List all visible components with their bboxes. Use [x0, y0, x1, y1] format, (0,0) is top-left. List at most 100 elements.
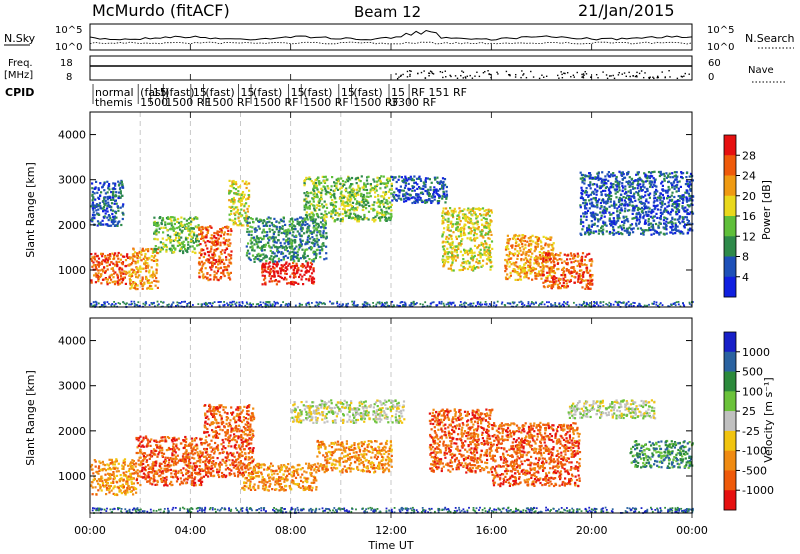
- data-cell: [270, 246, 273, 249]
- data-cell: [657, 224, 660, 227]
- data-cell: [350, 217, 353, 220]
- data-cell: [350, 194, 353, 197]
- data-cell: [455, 221, 458, 224]
- data-cell: [152, 272, 155, 275]
- data-cell: [223, 274, 226, 278]
- data-cell: [443, 193, 446, 196]
- data-cell: [419, 187, 422, 190]
- data-cell: [231, 198, 234, 201]
- data-cell: [95, 255, 99, 258]
- data-cell: [108, 183, 111, 186]
- data-cell: [313, 186, 316, 189]
- data-cell: [599, 201, 602, 205]
- data-cell: [530, 242, 533, 245]
- data-cell: [578, 263, 581, 266]
- data-cell: [443, 178, 447, 181]
- data-cell: [480, 229, 484, 232]
- data-cell: [238, 200, 241, 204]
- data-cell: [183, 217, 186, 220]
- data-cell: [650, 233, 653, 236]
- data-cell: [293, 264, 297, 267]
- data-cell: [589, 193, 593, 196]
- data-cell: [471, 259, 474, 262]
- data-cell: [653, 194, 656, 197]
- data-cell: [101, 185, 104, 188]
- data-cell: [244, 211, 247, 214]
- data-cell: [385, 210, 388, 213]
- data-cell: [653, 197, 656, 200]
- data-cell: [121, 255, 125, 258]
- nave-tick-top: 60: [708, 58, 721, 69]
- data-cell: [679, 232, 682, 235]
- data-cell: [153, 216, 156, 219]
- data-cell: [389, 213, 392, 216]
- data-cell: [275, 265, 278, 268]
- data-cell: [368, 204, 371, 208]
- data-cell: [590, 264, 593, 267]
- data-cell: [158, 216, 162, 219]
- data-cell: [487, 226, 490, 229]
- data-cell: [468, 221, 471, 224]
- data-cell: [478, 260, 481, 263]
- data-cell: [325, 257, 328, 260]
- data-cell: [471, 252, 474, 255]
- data-cell: [107, 254, 110, 257]
- data-cell: [643, 202, 646, 205]
- data-cell: [165, 250, 168, 253]
- data-cell: [128, 278, 131, 281]
- data-cell: [641, 232, 645, 235]
- data-cell: [604, 186, 607, 189]
- data-cell: [644, 180, 647, 183]
- data-cell: [174, 231, 178, 234]
- data-cell: [596, 204, 599, 207]
- data-cell: [100, 252, 103, 255]
- data-cell: [617, 213, 620, 216]
- data-cell: [530, 239, 533, 242]
- data-cell: [278, 246, 281, 249]
- data-cell: [176, 240, 179, 243]
- data-cell: [590, 198, 593, 201]
- data-cell: [687, 183, 690, 186]
- data-cell: [529, 272, 532, 275]
- data-cell: [191, 236, 194, 239]
- data-cell: [358, 204, 361, 207]
- data-cell: [118, 260, 121, 263]
- nave-mark: [420, 71, 423, 74]
- data-cell: [320, 196, 323, 199]
- data-cell: [686, 208, 689, 211]
- data-cell: [97, 208, 100, 211]
- data-cell: [548, 284, 551, 287]
- data-cell: [106, 261, 109, 264]
- nave-mark: [636, 76, 638, 78]
- data-cell: [597, 177, 600, 180]
- data-cell: [239, 212, 242, 215]
- data-cell: [284, 254, 287, 258]
- data-cell: [183, 223, 187, 226]
- data-cell: [190, 239, 193, 242]
- data-cell: [106, 268, 109, 271]
- data-cell: [446, 226, 449, 229]
- data-cell: [272, 256, 276, 259]
- data-cell: [576, 252, 579, 255]
- data-cell: [366, 200, 369, 203]
- data-cell: [251, 245, 254, 248]
- nave-mark: [612, 74, 614, 77]
- data-cell: [441, 235, 444, 238]
- data-cell: [116, 280, 119, 283]
- data-cell: [123, 276, 126, 279]
- data-cell: [197, 240, 200, 243]
- data-cell: [509, 257, 512, 260]
- data-cell: [476, 215, 479, 218]
- data-cell: [581, 176, 584, 179]
- data-cell: [659, 170, 662, 173]
- data-cell: [351, 187, 354, 190]
- data-cell: [673, 185, 676, 188]
- data-cell: [631, 212, 634, 215]
- data-cell: [351, 183, 354, 186]
- data-cell: [306, 230, 309, 233]
- data-cell: [649, 174, 653, 177]
- data-cell: [646, 179, 649, 182]
- data-cell: [659, 172, 662, 175]
- nave-mark: [668, 70, 670, 72]
- data-cell: [311, 216, 314, 219]
